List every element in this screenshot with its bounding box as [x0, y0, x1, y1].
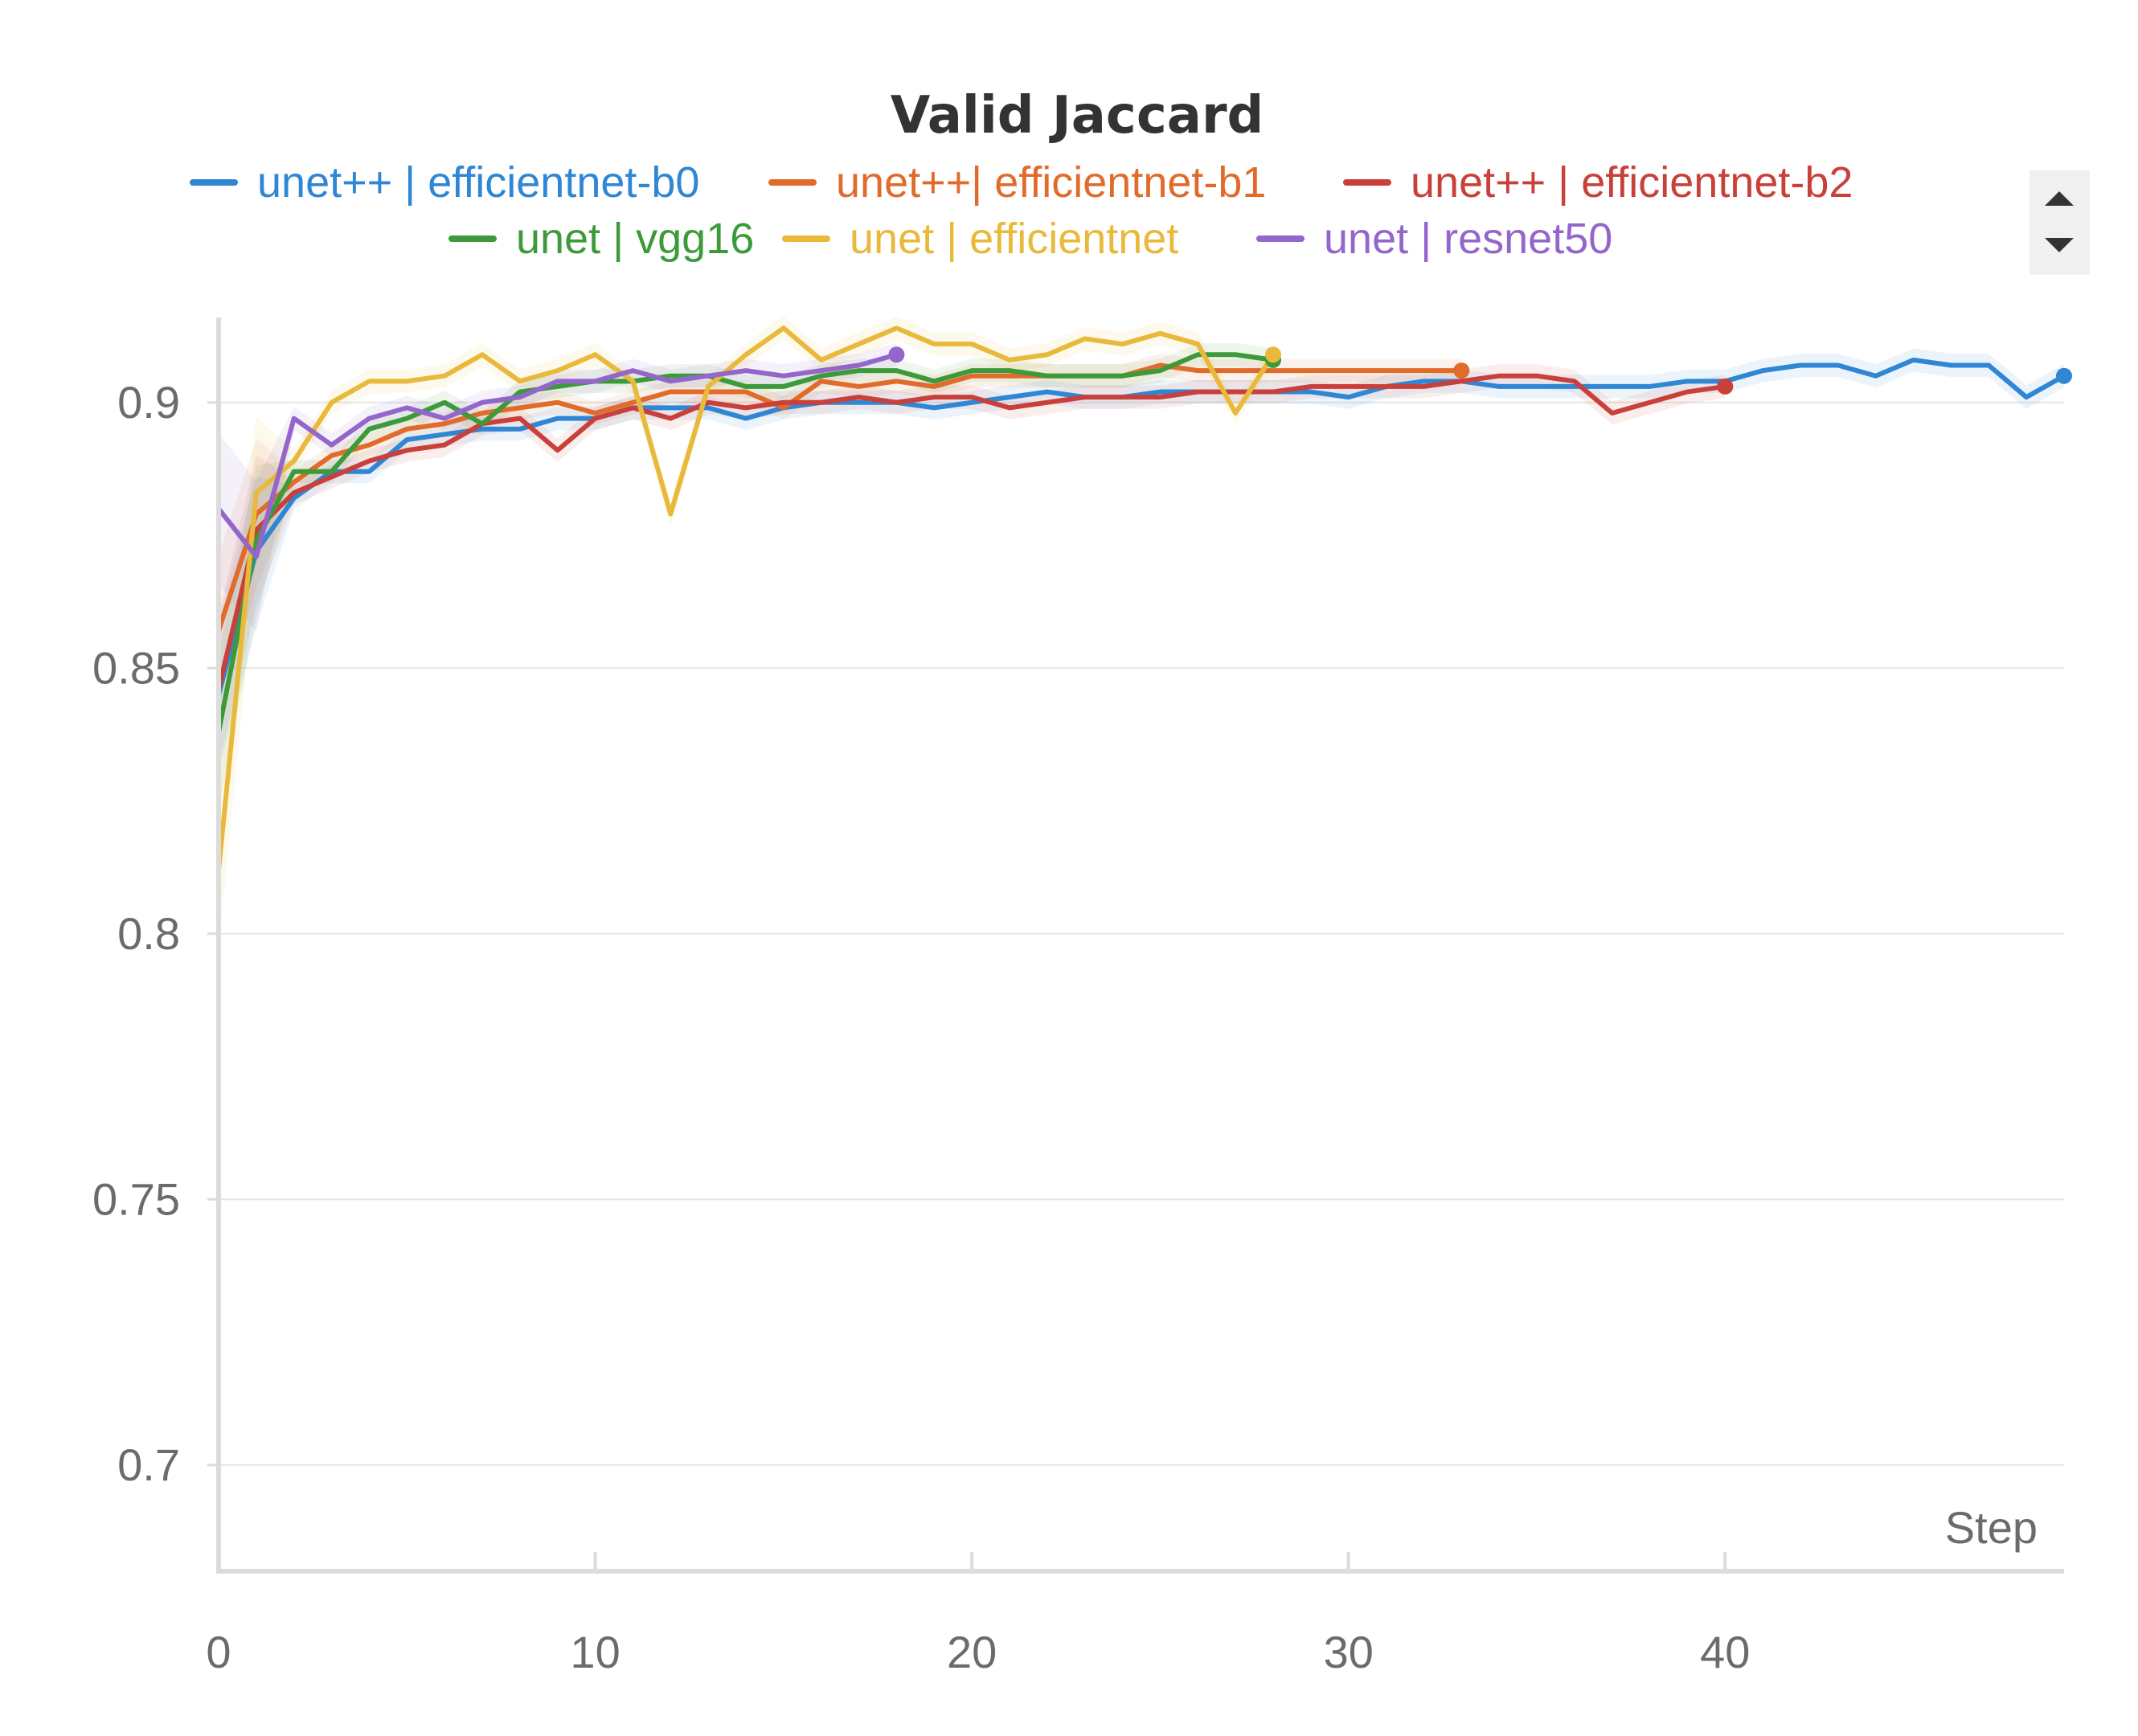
x-tick-label: 40: [1700, 1627, 1750, 1677]
series-line: [216, 352, 1276, 735]
chart-title: Valid Jaccard: [891, 86, 1264, 145]
x-tick-label: 20: [947, 1627, 997, 1677]
legend-scroll-background: [2029, 170, 2090, 275]
series-end-point: [1265, 346, 1281, 363]
series-line: [216, 326, 1276, 873]
y-tick-label: 0.8: [117, 908, 180, 959]
y-tick-label: 0.7: [117, 1439, 180, 1490]
series-end-markers: [888, 346, 2072, 395]
series-lines: [216, 326, 2066, 873]
y-tick-label: 0.85: [92, 642, 180, 693]
x-tick-label: 10: [570, 1627, 620, 1677]
legend-label: unet++ | efficientnet-b0: [257, 158, 699, 207]
legend-label: unet++ | efficientnet-b2: [1411, 158, 1853, 207]
triangle-down-icon[interactable]: [2045, 238, 2074, 252]
series-line: [216, 357, 2066, 698]
legend-scroll: [2029, 170, 2090, 275]
x-tick-label: 30: [1324, 1627, 1374, 1677]
legend-item[interactable]: unet++ | efficientnet-b0: [190, 158, 699, 207]
legend-label: unet | vgg16: [516, 215, 754, 263]
series-end-point: [1717, 378, 1734, 395]
legend-item[interactable]: unet++ | efficientnet-b2: [1343, 158, 1853, 207]
series-end-point: [1453, 362, 1470, 379]
legend-item[interactable]: unet | vgg16: [448, 215, 754, 263]
legend-label: unet | efficientnet: [850, 215, 1178, 263]
legend-item[interactable]: unet | resnet50: [1256, 215, 1612, 263]
x-axis-label: Step: [1945, 1502, 2038, 1553]
series-line: [216, 362, 1464, 633]
y-axis-ticks: 0.7 0.75 0.8 0.85 0.9: [92, 377, 219, 1490]
legend-label: unet | resnet50: [1324, 215, 1612, 263]
y-tick-label: 0.75: [92, 1173, 180, 1224]
series-end-point: [2056, 367, 2072, 384]
legend-item[interactable]: unet++| efficientnet-b1: [768, 158, 1266, 207]
gridlines: [219, 401, 2064, 1466]
legend-item[interactable]: unet | efficientnet: [782, 215, 1178, 263]
series-line: [216, 373, 1728, 692]
legend: unet++ | efficientnet-b0 unet++| efficien…: [190, 158, 1853, 263]
x-axis-ticks: 0 10 20 30 40: [206, 1552, 1750, 1677]
legend-label: unet++| efficientnet-b1: [836, 158, 1266, 207]
y-tick-label: 0.9: [117, 377, 180, 428]
triangle-up-icon[interactable]: [2045, 191, 2074, 206]
series-line: [216, 352, 899, 559]
x-tick-label: 0: [206, 1627, 231, 1677]
series-end-point: [888, 346, 905, 363]
